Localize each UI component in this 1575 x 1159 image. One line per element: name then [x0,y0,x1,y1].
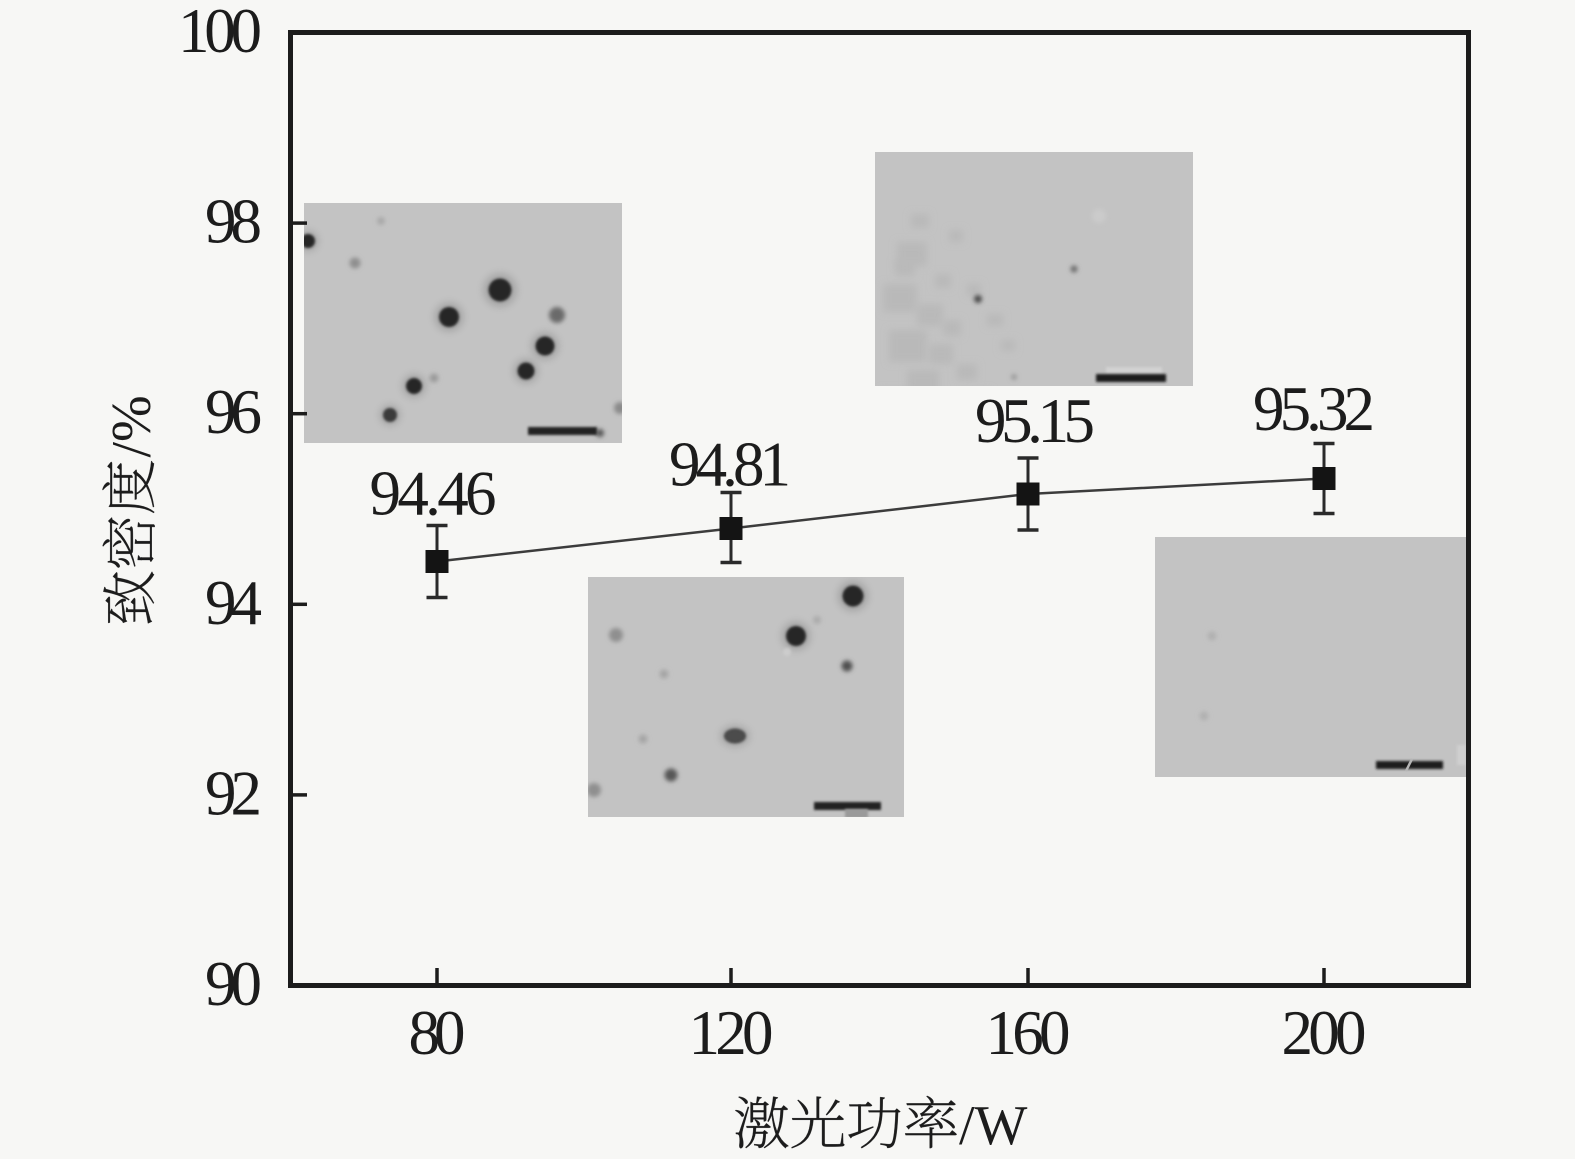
svg-text:98: 98 [205,187,262,257]
svg-text:90: 90 [205,949,262,1019]
svg-text:94.46: 94.46 [370,459,497,529]
svg-text:200: 200 [1282,998,1367,1068]
svg-text:94.81: 94.81 [669,430,791,500]
svg-text:95.15: 95.15 [975,386,1095,456]
svg-text:94: 94 [205,568,262,638]
svg-text:95.32: 95.32 [1253,374,1375,444]
svg-text:120: 120 [689,998,774,1068]
svg-text:100: 100 [178,0,262,66]
svg-text:/W: /W [959,1095,1028,1157]
svg-text:/%: /% [101,395,163,457]
svg-text:96: 96 [205,377,262,447]
svg-text:80: 80 [409,998,466,1068]
svg-text:92: 92 [205,758,262,828]
svg-text:160: 160 [986,998,1071,1068]
